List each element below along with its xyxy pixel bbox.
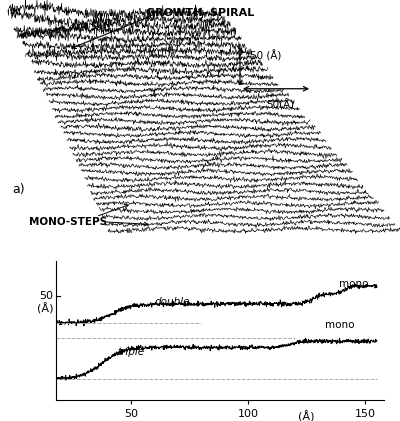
Text: mono: mono	[340, 279, 369, 289]
Text: 50(Å): 50(Å)	[266, 99, 294, 111]
Text: MONO-STEPS: MONO-STEPS	[29, 217, 107, 226]
Text: mono: mono	[326, 320, 355, 330]
Text: triple: triple	[117, 347, 144, 357]
Text: a): a)	[12, 183, 25, 196]
Text: (Å): (Å)	[37, 304, 54, 315]
Text: 50: 50	[40, 291, 54, 301]
Text: (Å): (Å)	[298, 412, 315, 421]
Text: GROWTH  SPIRAL: GROWTH SPIRAL	[146, 8, 254, 18]
Text: double: double	[154, 297, 190, 307]
Text: 50 (Å): 50 (Å)	[250, 51, 281, 62]
